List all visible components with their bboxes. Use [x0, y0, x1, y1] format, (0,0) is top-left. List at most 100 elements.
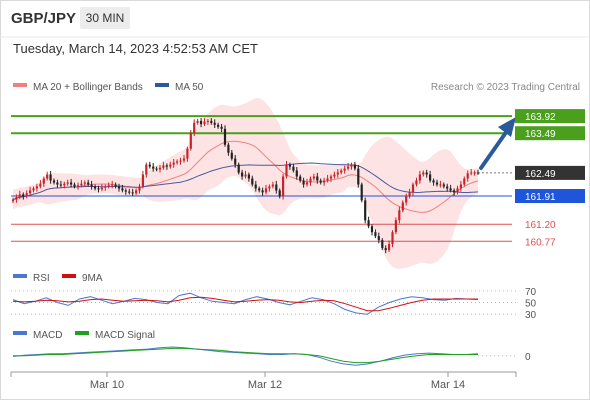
candle-body	[56, 182, 59, 185]
ma50-legend-swatch	[155, 83, 169, 87]
projection-arrow-head	[498, 117, 516, 137]
candle-body	[227, 144, 230, 153]
candle-body	[93, 186, 97, 189]
candle-body	[244, 174, 247, 177]
candle-body	[210, 120, 213, 123]
candle-body	[165, 165, 168, 167]
candle-body	[463, 178, 466, 185]
signal-legend-swatch	[75, 331, 89, 335]
level-badge-resistance	[515, 126, 585, 141]
macd-legend-label: MACD	[33, 330, 62, 341]
macd-signal-line	[13, 347, 478, 364]
candle-body	[323, 180, 326, 183]
candle-body	[299, 176, 302, 181]
candle-body	[111, 184, 114, 186]
candle-body	[302, 180, 305, 185]
candle-body	[271, 184, 274, 187]
candle-body	[453, 190, 456, 193]
x-tick-label: Mar 12	[248, 379, 282, 391]
candle-body	[319, 180, 322, 183]
candle-body	[411, 184, 415, 193]
candle-body	[329, 176, 333, 179]
level-label-resistance: 163.49	[525, 129, 556, 140]
candle-body	[292, 166, 295, 171]
candle-body	[186, 148, 189, 159]
ma50-legend-label: MA 50	[175, 82, 204, 93]
macd-tick-label: 0	[525, 352, 531, 363]
timeframe-button[interactable]: 30 MIN	[80, 7, 130, 29]
x-tick-label: Mar 14	[431, 379, 465, 391]
candle-body	[32, 188, 35, 191]
candle-body	[145, 164, 148, 175]
ma20-legend-swatch	[13, 83, 27, 87]
candle-body	[391, 232, 394, 245]
candle-body	[377, 236, 380, 241]
level-label-resistance: 163.92	[525, 112, 556, 123]
level-badge-resistance	[515, 109, 585, 124]
candle-body	[275, 184, 278, 191]
candle-body	[193, 122, 196, 133]
candle-body	[172, 162, 175, 165]
candle-body	[83, 182, 86, 184]
candle-body	[155, 168, 158, 170]
candle-body	[401, 202, 404, 211]
candle-body	[76, 185, 80, 187]
candle-body	[237, 164, 240, 173]
candle-body	[220, 126, 223, 129]
candle-body	[254, 184, 257, 189]
candle-body	[251, 178, 254, 185]
candle-body	[429, 174, 432, 181]
candle-body	[213, 122, 216, 125]
candle-body	[309, 178, 312, 183]
candle-body	[97, 188, 100, 190]
candle-body	[415, 180, 418, 185]
rsi-ma9-line	[12, 296, 478, 312]
candle-body	[370, 226, 374, 233]
candle-body	[261, 190, 264, 193]
candle-body	[114, 184, 117, 187]
candle-body	[408, 192, 411, 197]
symbol-title: GBP/JPY	[11, 10, 77, 27]
level-labels: 163.92 163.49 162.49 161.91 161.20 160.77	[515, 109, 585, 248]
candle-body	[128, 191, 131, 193]
candle-body	[234, 158, 237, 165]
candle-body	[124, 190, 127, 192]
projection-arrow-shaft	[479, 129, 509, 170]
candle-body	[107, 185, 110, 187]
candle-body	[196, 120, 199, 123]
candle-body	[425, 172, 428, 175]
candle-body	[282, 176, 285, 197]
candle-body	[29, 190, 32, 194]
level-badge-current	[515, 165, 585, 180]
candle-body	[117, 186, 121, 189]
ma50-line	[12, 162, 479, 201]
candle-body	[121, 188, 124, 191]
x-axis-ticks: Mar 10 Mar 12 Mar 14	[10, 372, 517, 391]
candle-body	[70, 182, 73, 185]
candle-body	[158, 167, 162, 170]
ma9-legend-swatch	[62, 274, 76, 278]
candle-body	[384, 248, 387, 251]
candle-body	[388, 244, 391, 251]
rsi-tick-label: 50	[525, 299, 537, 310]
candle-body	[176, 161, 179, 163]
rsi-tick-label: 30	[525, 310, 537, 321]
candle-body	[66, 182, 69, 184]
candle-body	[131, 192, 134, 194]
candle-body	[169, 164, 172, 167]
candle-body	[364, 200, 367, 221]
candle-body	[138, 186, 141, 191]
candle-body	[326, 178, 329, 181]
candle-body	[278, 190, 281, 197]
candle-body	[285, 164, 288, 177]
candle-body	[73, 184, 76, 187]
candle-body	[466, 173, 469, 179]
candle-body	[435, 182, 439, 185]
candle-body	[203, 121, 206, 124]
candle-body	[418, 174, 421, 181]
candle-body	[288, 164, 291, 167]
level-label-support: 161.20	[525, 220, 556, 231]
candle-body	[148, 164, 151, 167]
candle-body	[312, 176, 315, 179]
